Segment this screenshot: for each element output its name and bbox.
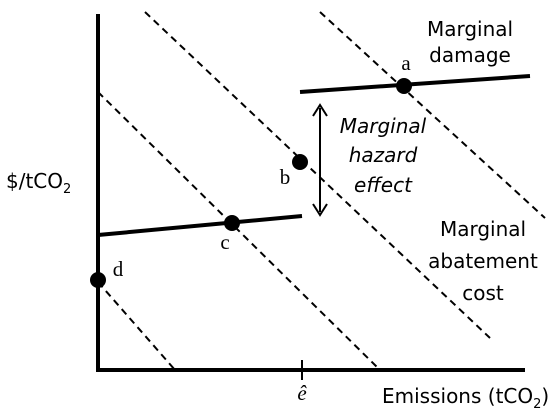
curve-label: abatement xyxy=(428,249,538,273)
dashed-line xyxy=(97,281,176,371)
curve-label: Marginal xyxy=(440,217,526,241)
point xyxy=(90,272,106,288)
curve-label: effect xyxy=(354,173,413,197)
curve-label: hazard xyxy=(349,143,418,167)
point-label: c xyxy=(220,230,229,254)
point xyxy=(224,215,240,231)
point-label: a xyxy=(401,51,411,75)
x-tick-label: ê xyxy=(297,381,307,405)
point-label: d xyxy=(113,257,124,281)
dashed-lines xyxy=(97,11,546,371)
point-label: b xyxy=(280,165,291,189)
x-axis-label: Emissions (tCO2) xyxy=(382,384,549,410)
curve-label: cost xyxy=(462,281,504,305)
y-axis-label: $/tCO2 xyxy=(6,169,71,197)
point xyxy=(292,154,308,170)
curve-label: Marginal xyxy=(427,17,513,41)
curve-label: Marginal xyxy=(340,114,427,138)
dashed-line xyxy=(97,91,381,371)
points xyxy=(90,78,412,288)
curve-label: damage xyxy=(429,43,511,67)
dashed-line xyxy=(319,11,546,219)
point xyxy=(396,78,412,94)
damage-line xyxy=(299,74,531,94)
abatement-line xyxy=(97,214,303,237)
double-arrow xyxy=(312,103,328,217)
